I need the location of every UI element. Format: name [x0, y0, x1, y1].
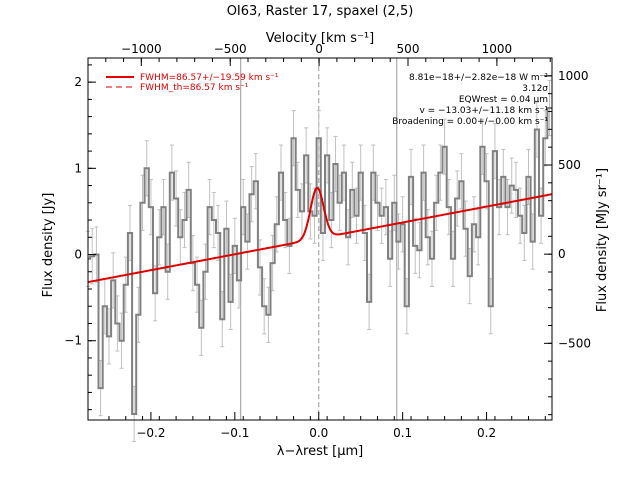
annotation-broadening: Broadening = 0.00+/−0.00 km s⁻¹	[392, 117, 548, 127]
top-tick-label: 0	[315, 42, 323, 56]
spectrum-series	[88, 107, 552, 415]
x-tick-label: 0.0	[309, 426, 328, 440]
x-tick-label: −0.1	[220, 426, 249, 440]
annotation-eqw: EQWrest = 0.04 μm	[459, 95, 548, 105]
spectrum-step-line	[88, 107, 552, 415]
right-tick-label: 1000	[558, 69, 589, 83]
top-axis-label: Velocity [km s⁻¹]	[266, 31, 374, 46]
fit-line	[87, 186, 553, 284]
top-tick-label: 500	[397, 42, 420, 56]
top-tick-label: 1000	[482, 42, 513, 56]
x-tick-label: 0.1	[393, 426, 412, 440]
y-tick-label: 1	[74, 161, 82, 175]
legend: FWHM=86.57+/−19.59 km s⁻¹ FWHM_th=86.57 …	[106, 73, 279, 93]
axes	[87, 57, 553, 421]
right-tick-label: 500	[558, 158, 581, 172]
tick-labels: −0.2 −0.1 0.0 0.1 0.2 −1000 −500 0 500 1000 −1 0 1 2 −…	[64, 42, 591, 440]
fit-series	[87, 186, 553, 284]
x-axis-label: λ−λrest [μm]	[277, 444, 363, 459]
annotation-sigma: 3.12σ	[522, 84, 548, 94]
right-tick-label: 0	[558, 247, 566, 261]
x-tick-label: 0.2	[477, 426, 496, 440]
legend-entry-fwhm-th: FWHM_th=86.57 km s⁻¹	[140, 83, 249, 93]
right-tick-label: −500	[558, 336, 591, 350]
y-tick-label: −1	[64, 334, 82, 348]
y-tick-label: 0	[74, 248, 82, 262]
top-tick-label: −500	[214, 42, 247, 56]
legend-entry-fwhm: FWHM=86.57+/−19.59 km s⁻¹	[140, 73, 279, 83]
chart-title: OI63, Raster 17, spaxel (2,5)	[227, 4, 414, 19]
right-axis-label: Flux density [MJy sr⁻¹]	[595, 168, 610, 312]
top-tick-label: −1000	[121, 42, 162, 56]
y-tick-label: 2	[74, 75, 82, 89]
y-axis-label: Flux density [Jy]	[41, 193, 56, 298]
x-tick-label: −0.2	[136, 426, 165, 440]
annotation-flux: 8.81e−18+/−2.82e−18 W m⁻²	[409, 73, 548, 83]
plot-frame	[87, 57, 553, 421]
annotation-velocity: v = −13.03+/−11.18 km s⁻¹	[419, 106, 548, 116]
fit-annotations: 8.81e−18+/−2.82e−18 W m⁻² 3.12σ EQWrest …	[392, 73, 548, 127]
